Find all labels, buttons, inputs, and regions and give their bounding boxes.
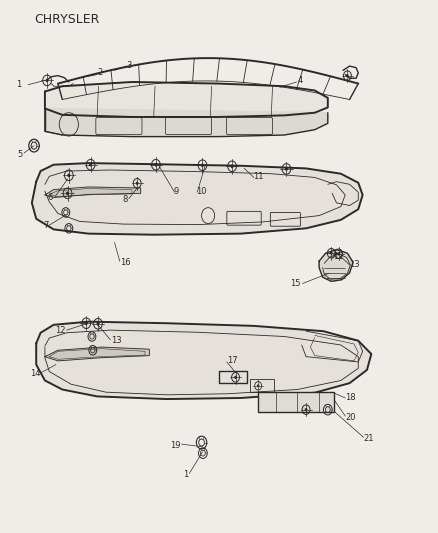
Circle shape (136, 182, 138, 185)
Text: 4: 4 (297, 76, 303, 85)
Text: 14: 14 (30, 369, 41, 378)
Polygon shape (45, 187, 141, 198)
FancyBboxPatch shape (258, 392, 334, 413)
Text: 7: 7 (43, 221, 48, 230)
Circle shape (305, 408, 307, 411)
Text: 16: 16 (120, 258, 131, 266)
Polygon shape (32, 163, 363, 235)
Text: 11: 11 (253, 172, 263, 181)
Circle shape (234, 376, 237, 379)
Circle shape (346, 74, 349, 77)
Polygon shape (45, 82, 328, 117)
Polygon shape (45, 347, 149, 361)
Text: 13: 13 (111, 336, 122, 345)
Circle shape (201, 164, 204, 167)
Circle shape (285, 167, 288, 171)
Circle shape (89, 163, 92, 166)
Text: 12: 12 (333, 253, 343, 262)
Text: 9: 9 (174, 187, 179, 196)
Circle shape (230, 165, 233, 168)
Text: 17: 17 (227, 357, 237, 366)
Text: CHRYSLER: CHRYSLER (34, 13, 99, 27)
Circle shape (257, 384, 259, 387)
Circle shape (330, 252, 332, 255)
Circle shape (46, 78, 49, 82)
Circle shape (67, 173, 71, 177)
Text: 2: 2 (97, 68, 102, 77)
Circle shape (85, 321, 88, 325)
Text: 20: 20 (345, 413, 356, 422)
Text: 8: 8 (122, 195, 127, 204)
Circle shape (337, 252, 340, 255)
Text: 10: 10 (196, 187, 207, 196)
Text: 6: 6 (47, 193, 53, 202)
Text: 21: 21 (364, 434, 374, 443)
Text: 5: 5 (17, 150, 22, 159)
Text: 1: 1 (16, 80, 21, 89)
Text: 3: 3 (127, 61, 132, 69)
Text: 12: 12 (55, 326, 66, 335)
Polygon shape (45, 109, 328, 136)
Circle shape (66, 191, 69, 195)
Text: 13: 13 (350, 261, 360, 269)
Polygon shape (36, 321, 371, 399)
Text: 19: 19 (170, 441, 181, 450)
Text: 15: 15 (290, 279, 301, 288)
Circle shape (154, 163, 157, 166)
Circle shape (96, 322, 99, 326)
Text: 1: 1 (183, 470, 188, 479)
Text: 18: 18 (345, 393, 356, 402)
Polygon shape (319, 249, 353, 281)
